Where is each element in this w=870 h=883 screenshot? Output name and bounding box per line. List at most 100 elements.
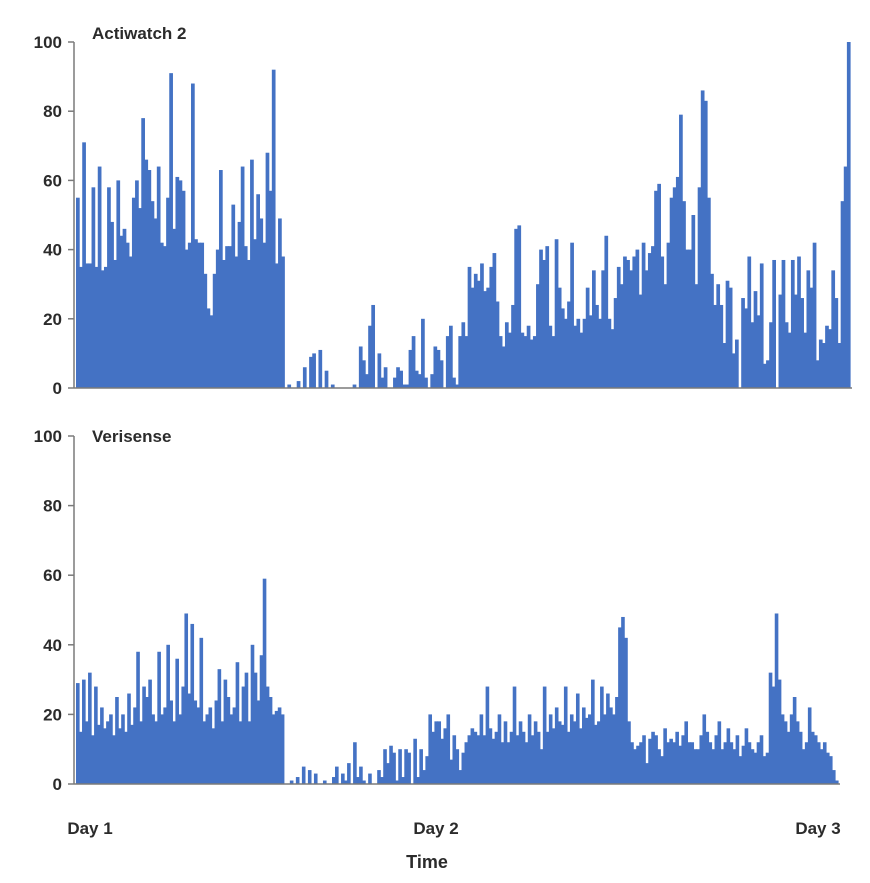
bar bbox=[801, 749, 806, 784]
bar bbox=[178, 180, 183, 388]
bar bbox=[772, 259, 776, 388]
bar bbox=[436, 349, 441, 388]
bar bbox=[750, 749, 755, 784]
x-tick-label-day-3: Day 3 bbox=[795, 819, 840, 838]
bar bbox=[750, 322, 755, 388]
bar bbox=[256, 700, 261, 784]
bar bbox=[579, 332, 584, 388]
bar bbox=[122, 228, 127, 388]
bar bbox=[163, 707, 167, 784]
bar bbox=[106, 721, 110, 784]
bar bbox=[741, 745, 746, 784]
bar bbox=[573, 325, 578, 388]
bar bbox=[100, 270, 105, 388]
bar bbox=[402, 384, 407, 388]
bar bbox=[735, 735, 740, 784]
bar bbox=[666, 242, 671, 388]
bar bbox=[616, 266, 621, 388]
bar bbox=[518, 721, 523, 784]
bar bbox=[642, 735, 646, 784]
bar bbox=[153, 218, 158, 388]
bar bbox=[458, 770, 463, 784]
bar bbox=[747, 256, 752, 388]
bar bbox=[825, 752, 830, 784]
bar bbox=[449, 325, 453, 388]
bar bbox=[597, 721, 601, 784]
bar bbox=[828, 329, 832, 388]
bar bbox=[766, 360, 770, 388]
bar bbox=[485, 686, 490, 784]
bar bbox=[795, 721, 800, 784]
bar bbox=[473, 273, 478, 388]
bar bbox=[508, 332, 512, 388]
bar bbox=[88, 672, 92, 784]
bar bbox=[783, 721, 788, 784]
bar bbox=[479, 714, 484, 784]
bar bbox=[815, 360, 820, 388]
bar bbox=[222, 259, 226, 388]
bar bbox=[377, 770, 381, 784]
bar bbox=[591, 679, 595, 784]
bar bbox=[530, 735, 535, 784]
bar bbox=[738, 756, 743, 784]
bar bbox=[424, 377, 428, 388]
bar bbox=[110, 221, 114, 388]
bar bbox=[419, 749, 423, 784]
bar bbox=[588, 315, 593, 388]
bar bbox=[769, 322, 773, 388]
bar bbox=[206, 308, 211, 388]
bar bbox=[352, 384, 357, 388]
bar bbox=[729, 742, 734, 784]
bar bbox=[533, 721, 538, 784]
bar bbox=[734, 339, 739, 388]
bar bbox=[834, 780, 839, 784]
bar bbox=[147, 170, 152, 388]
bar bbox=[762, 756, 767, 784]
bar bbox=[548, 714, 553, 784]
bar bbox=[618, 627, 622, 784]
bar bbox=[141, 118, 145, 389]
bar bbox=[353, 742, 357, 784]
bar bbox=[268, 190, 273, 388]
bar bbox=[215, 249, 220, 388]
bar bbox=[211, 728, 216, 784]
bar bbox=[244, 672, 249, 784]
bar bbox=[113, 259, 118, 388]
bar bbox=[500, 742, 505, 784]
bar bbox=[124, 731, 128, 784]
bar bbox=[527, 714, 532, 784]
bar bbox=[567, 301, 571, 388]
bar bbox=[225, 246, 229, 388]
bar bbox=[411, 336, 416, 388]
bar bbox=[368, 773, 372, 784]
bar bbox=[725, 280, 730, 388]
bar bbox=[434, 721, 439, 784]
bar bbox=[428, 714, 432, 784]
bar bbox=[682, 201, 686, 388]
bar bbox=[607, 318, 612, 388]
bar bbox=[551, 336, 556, 388]
bar bbox=[79, 731, 83, 784]
bar bbox=[220, 721, 225, 784]
bar bbox=[88, 263, 93, 388]
bar bbox=[253, 672, 258, 784]
bar bbox=[287, 384, 292, 388]
bar bbox=[405, 384, 410, 388]
bar bbox=[780, 714, 785, 784]
bar bbox=[289, 780, 294, 784]
bar bbox=[497, 714, 502, 784]
bar bbox=[651, 731, 655, 784]
bar bbox=[265, 686, 270, 784]
bar bbox=[361, 360, 366, 388]
bar bbox=[576, 318, 581, 388]
bar bbox=[416, 777, 420, 784]
bar bbox=[600, 686, 604, 784]
bar bbox=[660, 256, 665, 388]
bar bbox=[685, 249, 689, 388]
bar bbox=[557, 287, 562, 388]
y-tick-label: 60 bbox=[43, 566, 62, 585]
bar bbox=[778, 294, 783, 388]
bar bbox=[455, 749, 460, 784]
bar bbox=[473, 731, 478, 784]
bar bbox=[401, 777, 405, 784]
